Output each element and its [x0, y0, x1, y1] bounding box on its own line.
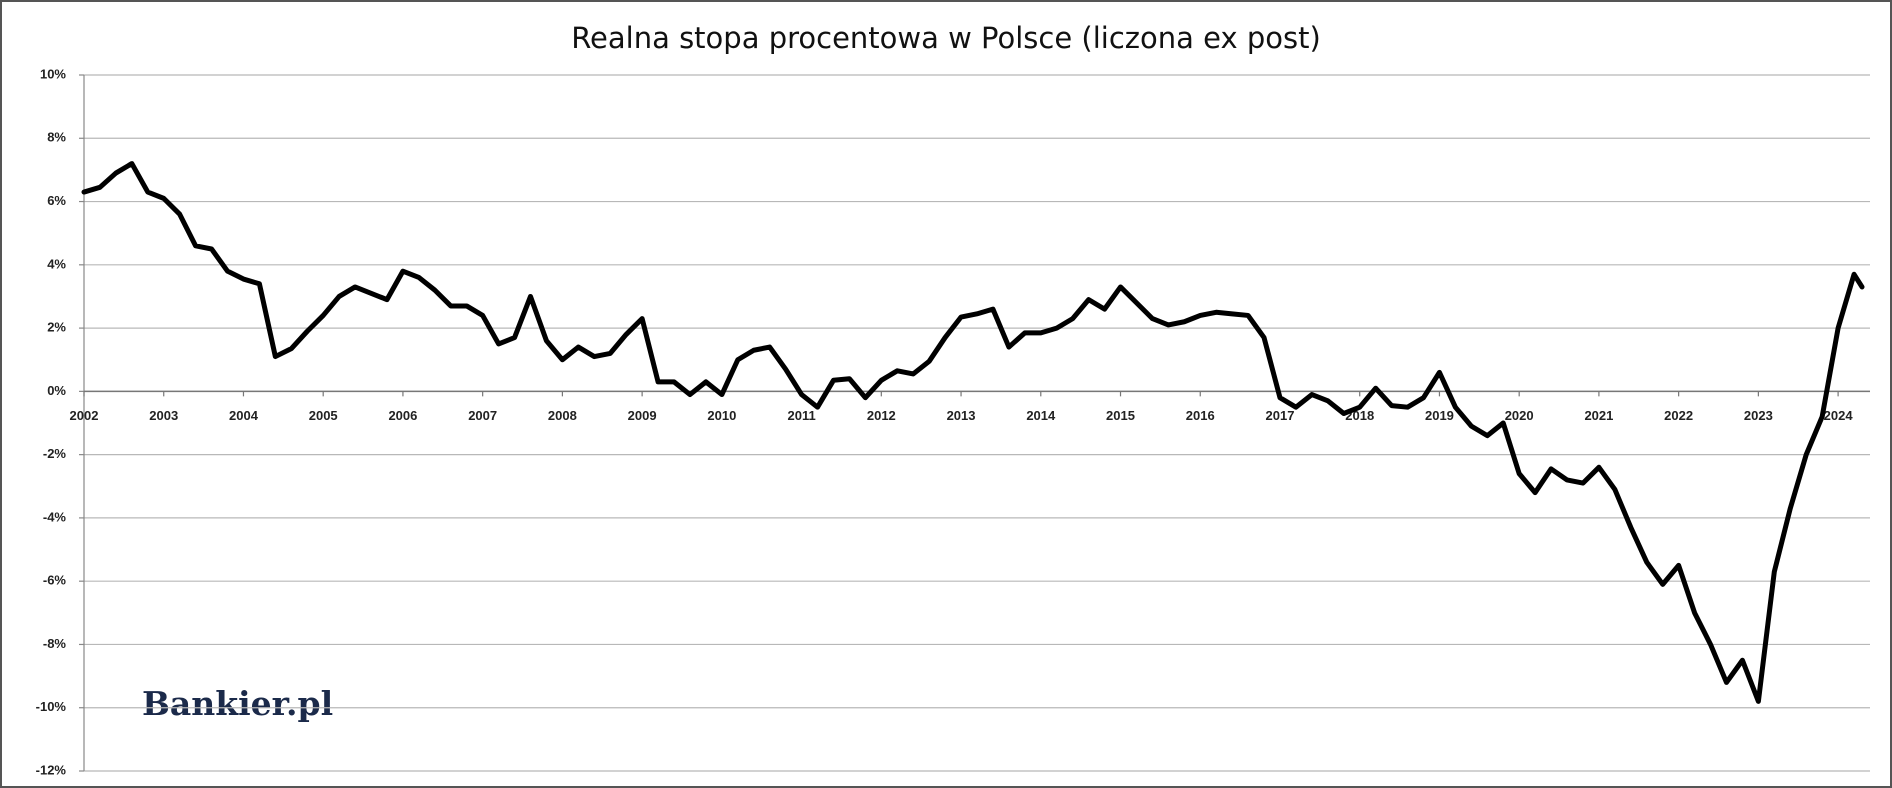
- x-tick-label: 2013: [947, 408, 976, 423]
- x-tick-label: 2012: [867, 408, 896, 423]
- data-line: [81, 161, 1865, 704]
- y-tick-label: 8%: [47, 130, 66, 145]
- x-tick-label: 2016: [1186, 408, 1215, 423]
- grid: -12% -10% -8% -6% -4% -2% 0% 2% 4% 6% 8% 10% 2002 200…: [36, 66, 1870, 777]
- y-tick-label: 4%: [47, 256, 66, 271]
- x-tick-label: 2009: [628, 408, 657, 423]
- y-tick-label: 2%: [47, 320, 66, 335]
- x-tick-label: 2017: [1266, 408, 1295, 423]
- x-tick-label: 2007: [468, 408, 497, 423]
- y-tick-label: -12%: [36, 762, 67, 777]
- x-tick-label: 2021: [1584, 408, 1613, 423]
- x-tick-label: 2019: [1425, 408, 1454, 423]
- x-tick-label: 2014: [1026, 408, 1056, 423]
- y-tick-label: -8%: [43, 636, 67, 651]
- x-tick-label: 2005: [309, 408, 338, 423]
- y-tick-label: 10%: [40, 66, 66, 81]
- x-tick-label: 2020: [1505, 408, 1534, 423]
- y-tick-label: -2%: [43, 446, 67, 461]
- x-tick-label: 2023: [1744, 408, 1773, 423]
- x-tick-label: 2006: [388, 408, 417, 423]
- y-tick-label: -10%: [36, 699, 67, 714]
- x-tick-label: 2015: [1106, 408, 1135, 423]
- chart-title: Realna stopa procentowa w Polsce (liczon…: [571, 21, 1321, 55]
- x-tick-label: 2002: [70, 408, 99, 423]
- logo: Bankier.pl: [142, 684, 333, 723]
- x-tick-label: 2024: [1824, 408, 1854, 423]
- y-tick-label: -4%: [43, 509, 67, 524]
- plot: [81, 161, 1865, 704]
- x-tick-label: 2004: [229, 408, 259, 423]
- x-tick-label: 2010: [707, 408, 736, 423]
- y-tick-label: 6%: [47, 193, 66, 208]
- x-tick-label: 2003: [149, 408, 178, 423]
- y-tick-label: 0%: [47, 383, 66, 398]
- y-tick-label: -6%: [43, 573, 67, 588]
- x-tick-label: 2022: [1664, 408, 1693, 423]
- x-tick-label: 2008: [548, 408, 577, 423]
- x-tick-label: 2011: [787, 408, 815, 423]
